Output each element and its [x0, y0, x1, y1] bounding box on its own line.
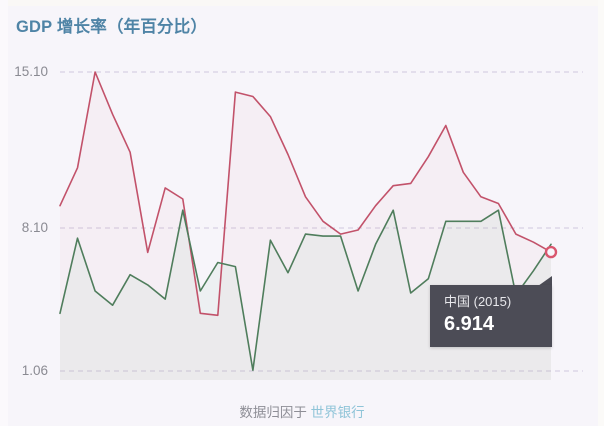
attribution-source-link[interactable]: 世界银行	[310, 405, 365, 420]
y-axis-tick-label: 8.10	[21, 220, 48, 235]
y-axis-tick-label: 15.10	[14, 64, 48, 79]
left-edge-band	[0, 0, 8, 426]
end-point-marker[interactable]	[544, 245, 558, 259]
series-lines	[59, 71, 552, 372]
attribution-prefix: 数据归因于	[239, 405, 307, 420]
tooltip-title: 中国 (2015)	[444, 294, 512, 309]
gridlines	[60, 71, 583, 372]
tooltip-pointer	[538, 276, 552, 286]
page-title: GDP 增长率（年百分比）	[16, 18, 208, 36]
tooltip-value: 6.914	[444, 313, 495, 335]
right-edge-band	[598, 0, 604, 426]
y-axis-tick-label: 1.06	[21, 363, 48, 378]
area-fills	[60, 72, 551, 380]
data-point-tooltip: 中国 (2015) 6.914	[430, 285, 552, 347]
attribution: 数据归因于 世界银行	[0, 401, 604, 421]
top-edge-band	[8, 0, 598, 6]
